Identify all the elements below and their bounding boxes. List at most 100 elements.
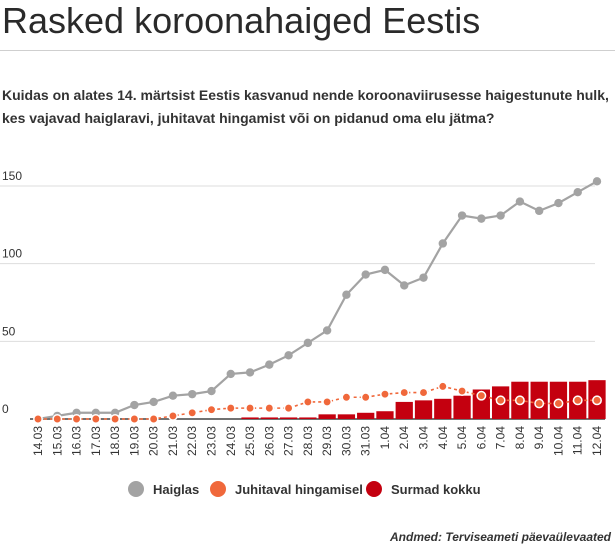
bar-deaths-4.04 — [434, 398, 452, 419]
x-tick-label-23.03: 23.03 — [204, 426, 218, 456]
point-1-21.03 — [167, 410, 178, 421]
legend: Haiglas Juhitaval hingamisel Surmad kokk… — [0, 481, 615, 501]
x-tick-label-7.04: 7.04 — [494, 426, 508, 450]
point-0-10.04 — [554, 198, 563, 208]
source-note: Andmed: Terviseameti päevaülevaated — [390, 530, 611, 544]
point-0-23.03 — [207, 386, 216, 396]
point-0-8.04 — [515, 197, 525, 206]
point-1-26.03 — [264, 403, 275, 414]
point-1-18.03 — [110, 414, 121, 424]
y-tick-label-150: 150 — [2, 169, 22, 183]
point-0-5.04 — [457, 211, 467, 220]
x-tick-label-5.04: 5.04 — [455, 426, 469, 450]
x-tick-label-19.03: 19.03 — [127, 426, 141, 456]
point-0-11.04 — [573, 188, 582, 197]
x-tick-label-20.03: 20.03 — [147, 426, 161, 456]
point-layer — [33, 177, 602, 424]
point-0-20.03 — [149, 397, 158, 407]
point-1-10.04 — [553, 398, 564, 409]
point-1-11.04 — [572, 395, 583, 406]
point-0-19.03 — [130, 400, 139, 410]
bar-deaths-3.04 — [414, 400, 433, 419]
chart-title: Rasked koroonahaiged Eestis — [2, 0, 481, 41]
point-0-21.03 — [168, 391, 178, 400]
x-tick-label-17.03: 17.03 — [89, 426, 103, 456]
x-tick-label-27.03: 27.03 — [282, 426, 296, 456]
x-tick-label-31.03: 31.03 — [359, 426, 373, 456]
point-0-1.04 — [380, 265, 390, 275]
x-tick-label-18.03: 18.03 — [108, 426, 122, 456]
y-tick-label-100: 100 — [2, 247, 22, 261]
x-tick-label-16.03: 16.03 — [70, 426, 84, 456]
point-1-2.04 — [399, 387, 410, 398]
legend-item-surmad-kokku[interactable]: Surmad kokku — [366, 481, 481, 497]
point-1-29.03 — [322, 396, 333, 407]
point-1-15.03 — [52, 414, 63, 424]
x-tick-label-1.04: 1.04 — [378, 426, 392, 450]
point-1-6.04 — [476, 390, 487, 401]
point-0-22.03 — [188, 389, 197, 399]
point-0-12.04 — [592, 177, 602, 186]
bar-deaths-28.03 — [299, 417, 317, 419]
grid-layer: 0 50 100 150 — [0, 169, 605, 420]
bar-deaths-29.03 — [318, 414, 336, 419]
point-0-7.04 — [496, 211, 505, 220]
point-0-25.03 — [245, 368, 255, 377]
point-1-16.03 — [71, 414, 82, 424]
point-0-28.03 — [303, 338, 313, 348]
legend-swatch-juhitaval-hingamisel — [210, 481, 226, 497]
point-1-19.03 — [129, 414, 140, 424]
x-tick-label-24.03: 24.03 — [224, 426, 238, 456]
bar-deaths-26.03 — [260, 417, 278, 419]
y-tick-label-0: 0 — [2, 402, 9, 416]
title-divider — [0, 50, 615, 51]
legend-label-surmad-kokku: Surmad kokku — [391, 481, 481, 497]
point-1-20.03 — [148, 414, 159, 424]
point-1-5.04 — [457, 386, 468, 396]
point-1-23.03 — [206, 404, 217, 415]
point-1-27.03 — [283, 403, 294, 414]
point-0-2.04 — [400, 281, 409, 290]
y-tick-label-50: 50 — [2, 324, 16, 338]
point-1-17.03 — [90, 414, 101, 424]
x-tick-label-22.03: 22.03 — [185, 426, 199, 456]
x-tick-label-8.04: 8.04 — [513, 426, 527, 450]
point-1-4.04 — [437, 381, 448, 392]
bar-deaths-30.03 — [337, 414, 356, 419]
legend-item-juhitaval-hingamisel[interactable]: Juhitaval hingamisel — [210, 481, 363, 497]
legend-swatch-haiglas — [128, 481, 144, 497]
x-tick-label-12.04: 12.04 — [590, 426, 604, 456]
point-1-31.03 — [360, 392, 371, 403]
bar-deaths-5.04 — [453, 395, 471, 419]
point-1-8.04 — [514, 395, 525, 406]
x-tick-label-11.04: 11.04 — [571, 426, 585, 455]
point-1-12.04 — [592, 395, 602, 406]
point-0-29.03 — [322, 326, 332, 335]
chart-subtitle: Kuidas on alates 14. märtsist Eestis kas… — [2, 87, 609, 126]
point-1-24.03 — [225, 403, 236, 414]
x-tick-label-29.03: 29.03 — [320, 426, 334, 456]
x-tick-label-15.03: 15.03 — [50, 426, 64, 456]
x-tick-label-9.04: 9.04 — [532, 426, 546, 450]
bar-deaths-25.03 — [241, 417, 259, 419]
point-1-3.04 — [418, 387, 429, 398]
point-0-26.03 — [265, 360, 274, 369]
point-1-14.03 — [33, 414, 43, 424]
x-tick-layer: 14.03 15.03 16.03 17.03 18.03 19.03 20.03 21.03… — [31, 426, 604, 456]
x-tick-label-25.03: 25.03 — [243, 426, 257, 456]
x-tick-label-6.04: 6.04 — [474, 426, 488, 450]
point-1-30.03 — [341, 392, 352, 403]
point-0-9.04 — [534, 206, 544, 216]
bar-layer — [241, 380, 606, 419]
x-tick-label-30.03: 30.03 — [339, 426, 353, 456]
x-tick-label-4.04: 4.04 — [436, 426, 450, 450]
legend-label-juhitaval-hingamisel: Juhitaval hingamisel — [235, 481, 363, 497]
legend-item-haiglas[interactable]: Haiglas — [128, 481, 199, 497]
x-tick-label-2.04: 2.04 — [397, 426, 411, 450]
bar-deaths-2.04 — [395, 401, 413, 419]
point-1-28.03 — [302, 396, 313, 407]
point-1-25.03 — [245, 403, 255, 414]
point-1-22.03 — [187, 407, 198, 418]
point-0-6.04 — [477, 214, 486, 223]
x-tick-label-14.03: 14.03 — [31, 426, 45, 456]
